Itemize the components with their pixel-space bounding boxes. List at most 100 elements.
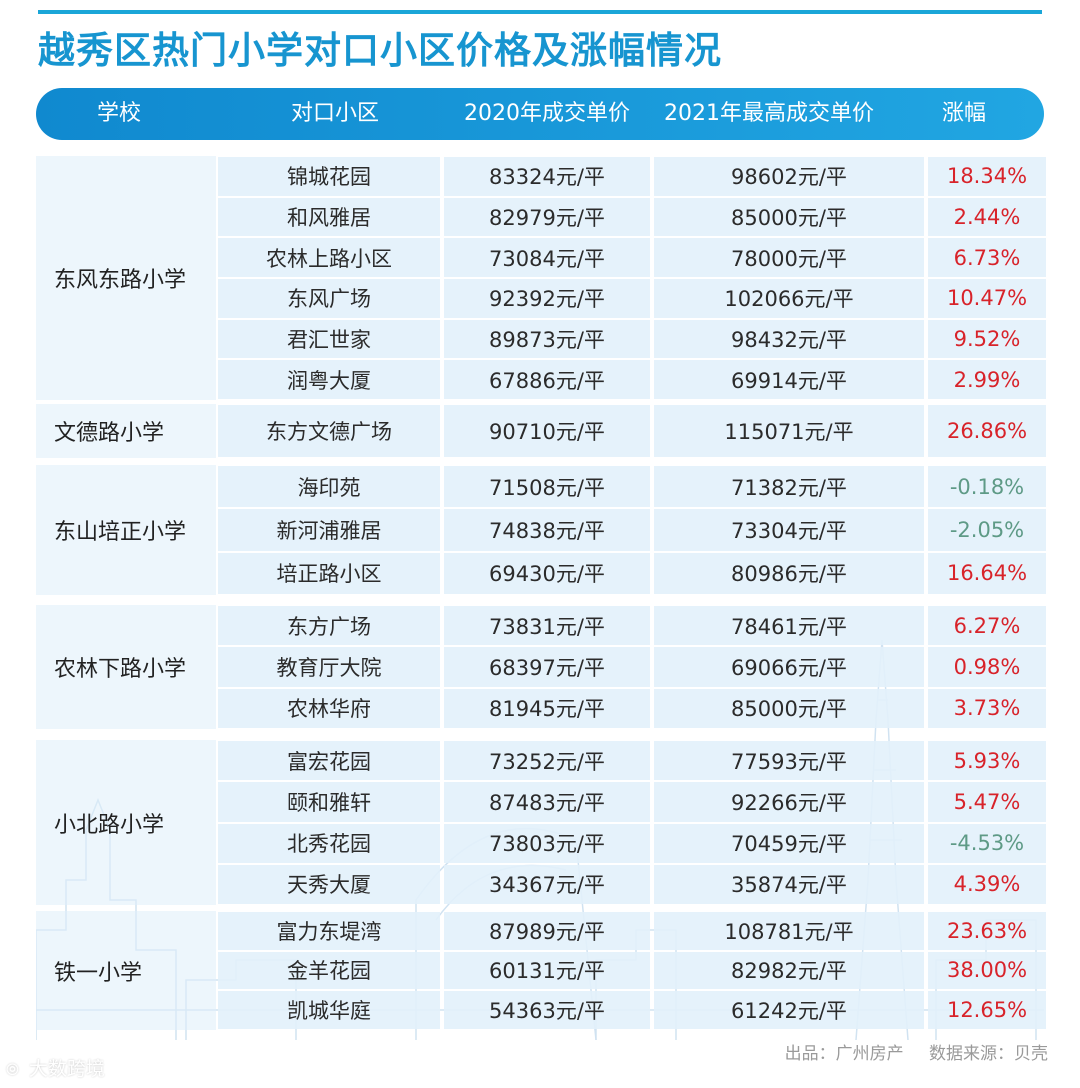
cell-change: -0.18% bbox=[928, 466, 1046, 508]
cell-estate: 金羊花园 bbox=[218, 951, 440, 990]
school-group: 小北路小学 富宏花园 73252元/平 77593元/平 5.93% 颐和雅轩 87483元… bbox=[36, 740, 1046, 905]
cell-change: 2.99% bbox=[928, 360, 1046, 399]
page-title: 越秀区热门小学对口小区价格及涨幅情况 bbox=[38, 29, 722, 72]
cell-price-2021: 80986元/平 bbox=[654, 552, 924, 594]
cell-price-2020: 87483元/平 bbox=[444, 782, 650, 822]
cell-estate: 新河浦雅居 bbox=[218, 509, 440, 551]
cell-estate: 海印苑 bbox=[218, 466, 440, 508]
cell-change: 26.86% bbox=[928, 405, 1046, 457]
header-price-2021: 2021年最高成交单价 bbox=[664, 101, 874, 126]
cell-change: 18.34% bbox=[928, 157, 1046, 196]
cell-estate: 锦城花园 bbox=[218, 157, 440, 196]
cell-price-2021: 98432元/平 bbox=[654, 319, 924, 359]
cell-price-2021: 92266元/平 bbox=[654, 782, 924, 822]
cell-estate: 天秀大厦 bbox=[218, 864, 440, 904]
cell-price-2021: 78000元/平 bbox=[654, 238, 924, 277]
cell-price-2021: 71382元/平 bbox=[654, 466, 924, 508]
cell-price-2021: 77593元/平 bbox=[654, 741, 924, 781]
table-row: 农林上路小区 73084元/平 78000元/平 6.73% bbox=[218, 237, 1046, 278]
cell-estate: 教育厅大院 bbox=[218, 647, 440, 687]
school-group: 东风东路小学 锦城花园 83324元/平 98602元/平 18.34% 和风雅居 8297… bbox=[36, 156, 1046, 400]
table-row: 农林华府 81945元/平 85000元/平 3.73% bbox=[218, 688, 1046, 729]
school-group: 农林下路小学 东方广场 73831元/平 78461元/平 6.27% 教育厅大院 6839… bbox=[36, 605, 1046, 729]
cell-change: 23.63% bbox=[928, 912, 1046, 950]
table-row: 教育厅大院 68397元/平 69066元/平 0.98% bbox=[218, 646, 1046, 687]
table-row: 锦城花园 83324元/平 98602元/平 18.34% bbox=[218, 156, 1046, 197]
school-name: 文德路小学 bbox=[36, 404, 216, 458]
source-credit: 数据来源：贝壳 bbox=[929, 1044, 1048, 1064]
cell-estate: 农林华府 bbox=[218, 688, 440, 728]
cell-change: -2.05% bbox=[928, 509, 1046, 551]
header-price-2020: 2020年成交单价 bbox=[464, 101, 630, 126]
cell-price-2020: 73831元/平 bbox=[444, 606, 650, 646]
cell-price-2021: 35874元/平 bbox=[654, 864, 924, 904]
school-name: 铁一小学 bbox=[36, 911, 216, 1030]
publisher-credit: 出品：广州房产 bbox=[784, 1044, 904, 1064]
cell-price-2020: 60131元/平 bbox=[444, 951, 650, 990]
cell-price-2021: 61242元/平 bbox=[654, 991, 924, 1029]
cell-price-2021: 98602元/平 bbox=[654, 157, 924, 196]
cell-price-2021: 85000元/平 bbox=[654, 688, 924, 728]
top-accent-bar bbox=[38, 10, 1042, 14]
cell-price-2020: 82979元/平 bbox=[444, 197, 650, 237]
table-row: 润粤大厦 67886元/平 69914元/平 2.99% bbox=[218, 359, 1046, 400]
header-school: 学校 bbox=[96, 101, 141, 126]
cell-change: 6.27% bbox=[928, 606, 1046, 646]
cell-estate: 培正路小区 bbox=[218, 552, 440, 594]
cell-price-2021: 78461元/平 bbox=[654, 606, 924, 646]
cell-change: 3.73% bbox=[928, 688, 1046, 728]
cell-estate: 北秀花园 bbox=[218, 823, 440, 863]
footer-credits: 出品：广州房产 数据来源：贝壳 bbox=[765, 1040, 1048, 1068]
cell-price-2021: 70459元/平 bbox=[654, 823, 924, 863]
cell-price-2021: 85000元/平 bbox=[654, 197, 924, 237]
table-row: 颐和雅轩 87483元/平 92266元/平 5.47% bbox=[218, 781, 1046, 822]
cell-price-2021: 69066元/平 bbox=[654, 647, 924, 687]
school-group: 铁一小学 富力东堤湾 87989元/平 108781元/平 23.63% 金羊花园 6013… bbox=[36, 911, 1046, 1030]
cell-change: 2.44% bbox=[928, 197, 1046, 237]
header-change: 涨幅 bbox=[941, 101, 986, 126]
cell-estate: 和风雅居 bbox=[218, 197, 440, 237]
cell-estate: 富宏花园 bbox=[218, 741, 440, 781]
table-row: 富宏花园 73252元/平 77593元/平 5.93% bbox=[218, 740, 1046, 781]
school-group: 文德路小学 东方文德广场 90710元/平 115071元/平 26.86% bbox=[36, 404, 1046, 458]
cell-change: 10.47% bbox=[928, 279, 1046, 318]
watermark-logo-icon: ⦾ bbox=[6, 1060, 19, 1079]
cell-price-2020: 68397元/平 bbox=[444, 647, 650, 687]
cell-price-2020: 74838元/平 bbox=[444, 509, 650, 551]
table-header: 学校 对口小区 2020年成交单价 2021年最高成交单价 涨幅 bbox=[36, 88, 1044, 140]
cell-change: 12.65% bbox=[928, 991, 1046, 1029]
cell-change: 9.52% bbox=[928, 319, 1046, 359]
table-row: 东方文德广场 90710元/平 115071元/平 26.86% bbox=[218, 404, 1046, 458]
table-row: 富力东堤湾 87989元/平 108781元/平 23.63% bbox=[218, 911, 1046, 951]
watermark-text: 大数跨境 bbox=[28, 1058, 105, 1080]
school-name: 农林下路小学 bbox=[36, 605, 216, 729]
cell-estate: 君汇世家 bbox=[218, 319, 440, 359]
table-row: 新河浦雅居 74838元/平 73304元/平 -2.05% bbox=[218, 508, 1046, 551]
cell-price-2020: 71508元/平 bbox=[444, 466, 650, 508]
cell-price-2020: 73252元/平 bbox=[444, 741, 650, 781]
cell-price-2020: 67886元/平 bbox=[444, 360, 650, 399]
cell-price-2020: 81945元/平 bbox=[444, 688, 650, 728]
cell-price-2021: 108781元/平 bbox=[654, 912, 924, 950]
table-row: 金羊花园 60131元/平 82982元/平 38.00% bbox=[218, 951, 1046, 991]
cell-change: 5.47% bbox=[928, 782, 1046, 822]
cell-estate: 农林上路小区 bbox=[218, 238, 440, 277]
cell-change: 16.64% bbox=[928, 552, 1046, 594]
cell-estate: 凯城华庭 bbox=[218, 991, 440, 1029]
cell-estate: 润粤大厦 bbox=[218, 360, 440, 399]
cell-estate: 东方广场 bbox=[218, 606, 440, 646]
cell-estate: 东方文德广场 bbox=[218, 405, 440, 457]
watermark: ⦾ 大数跨境 bbox=[6, 1054, 105, 1084]
cell-price-2020: 73803元/平 bbox=[444, 823, 650, 863]
cell-estate: 颐和雅轩 bbox=[218, 782, 440, 822]
table-row: 凯城华庭 54363元/平 61242元/平 12.65% bbox=[218, 990, 1046, 1030]
table-row: 东风广场 92392元/平 102066元/平 10.47% bbox=[218, 278, 1046, 319]
cell-price-2020: 73084元/平 bbox=[444, 238, 650, 277]
school-name: 东风东路小学 bbox=[36, 156, 216, 400]
cell-change: 4.39% bbox=[928, 864, 1046, 904]
table-row: 君汇世家 89873元/平 98432元/平 9.52% bbox=[218, 319, 1046, 360]
cell-estate: 东风广场 bbox=[218, 279, 440, 318]
cell-change: 38.00% bbox=[928, 951, 1046, 990]
table-row: 培正路小区 69430元/平 80986元/平 16.64% bbox=[218, 552, 1046, 595]
